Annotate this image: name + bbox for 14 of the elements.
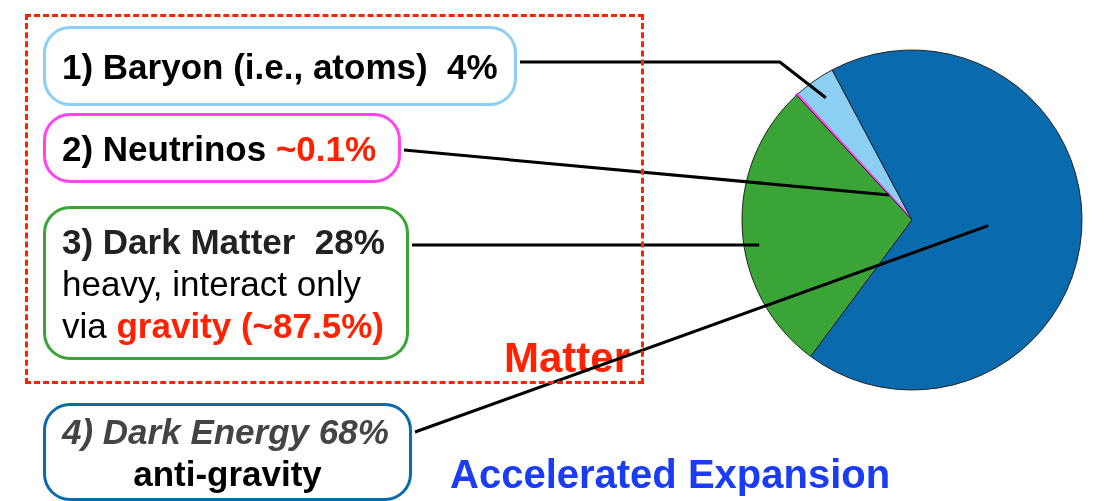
slice-label: 2) Neutrinos <box>62 128 267 168</box>
data-label: 68% <box>309 411 389 451</box>
text: Accelerated Expansion <box>450 452 891 496</box>
data-label: ~0.1% <box>266 128 377 168</box>
data-label: 28% <box>295 221 385 261</box>
text: heavy, interact only <box>62 263 362 303</box>
text: gravity (~87.5%) <box>106 305 384 345</box>
data-label: 4% <box>427 46 498 86</box>
slice-label: 1) Baryon (i.e., atoms) <box>62 46 428 86</box>
text: via <box>62 305 108 345</box>
text: Matter <box>504 333 631 381</box>
slice-label: 4) Dark Energy <box>61 411 311 451</box>
text: anti-gravity <box>133 453 323 493</box>
slice-label: 3) Dark Matter <box>62 221 296 261</box>
